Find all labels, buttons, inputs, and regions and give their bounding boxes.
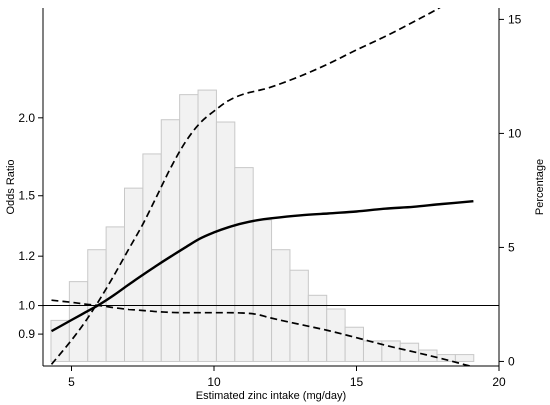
left-axis-label: Odds Ratio (5, 159, 17, 214)
histogram-bar (179, 94, 199, 362)
left-tick-label: 1.0 (18, 299, 35, 313)
histogram-bar (289, 269, 309, 362)
histogram-bars (50, 89, 475, 362)
x-tick-label: 20 (492, 375, 506, 389)
histogram-bar (124, 187, 144, 362)
histogram-bar (234, 167, 254, 362)
x-tick-label: 10 (207, 375, 221, 389)
right-tick-label: 15 (508, 12, 522, 26)
histogram-bar (68, 281, 89, 362)
plot-frame (42, 8, 500, 367)
right-axis-ticks: 0 5 10 15 (499, 12, 522, 368)
left-tick-label: 1.2 (18, 249, 35, 263)
left-tick-label: 2.0 (18, 111, 35, 125)
series-line-upper-ci (50, 8, 441, 365)
x-tick-label: 15 (350, 375, 364, 389)
x-tick-label: 5 (68, 375, 75, 389)
histogram-bar (454, 354, 475, 362)
series-line-estimate (50, 200, 474, 333)
x-axis-label: Estimated zinc intake (mg/day) (196, 390, 346, 402)
histogram-bar (326, 308, 346, 362)
histogram-bar (418, 349, 438, 362)
histogram-bar (215, 121, 236, 362)
histogram-bar (142, 153, 162, 362)
histogram-bar (252, 219, 273, 362)
histogram-bar (381, 340, 401, 362)
right-tick-label: 0 (508, 354, 515, 368)
histogram-bar (197, 89, 217, 362)
right-tick-label: 5 (508, 240, 515, 254)
right-axis-label: Percentage (534, 159, 546, 215)
right-tick-label: 10 (508, 126, 522, 140)
left-tick-label: 1.5 (18, 189, 35, 203)
curve-lines (50, 8, 474, 366)
series-line-lower-ci (51, 299, 473, 366)
x-axis-ticks: 5 10 15 20 (68, 366, 506, 389)
histogram-bar (344, 326, 364, 362)
left-tick-label: 0.9 (18, 327, 35, 341)
left-axis-ticks: 0.9 1.0 1.2 1.5 2.0 (18, 111, 43, 341)
